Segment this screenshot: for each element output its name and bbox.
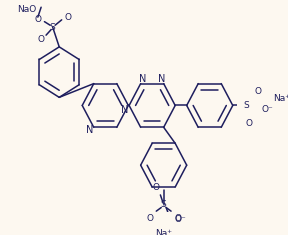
Text: N: N (121, 105, 129, 115)
Text: O: O (174, 214, 181, 223)
Text: S: S (243, 101, 249, 110)
Text: O⁻: O⁻ (262, 106, 273, 114)
Text: S: S (161, 200, 166, 209)
Text: Na⁺: Na⁺ (155, 229, 172, 235)
Text: S: S (50, 23, 56, 31)
Text: O: O (146, 214, 153, 223)
Text: N: N (158, 74, 166, 84)
Text: O: O (246, 119, 253, 128)
Text: N: N (86, 125, 93, 135)
Text: O: O (34, 15, 41, 24)
Text: O⁻: O⁻ (174, 215, 186, 224)
Text: O: O (65, 13, 72, 22)
Text: Na⁺: Na⁺ (274, 94, 288, 103)
Text: N: N (139, 74, 146, 84)
Text: O: O (255, 87, 262, 96)
Text: O: O (153, 183, 160, 192)
Text: NaO: NaO (17, 4, 36, 14)
Text: O: O (38, 35, 45, 44)
